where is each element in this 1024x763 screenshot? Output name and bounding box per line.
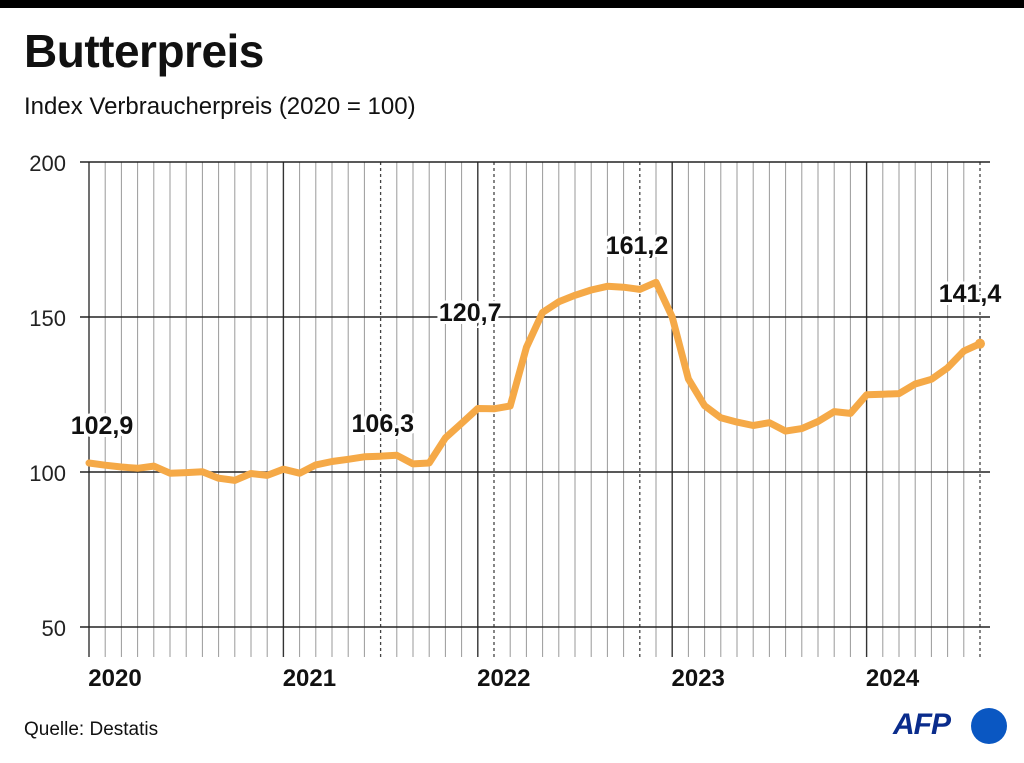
- data-label: 161,2: [606, 232, 669, 260]
- series-line-butterpreis: [85, 278, 984, 484]
- source-note: Quelle: Destatis: [24, 719, 159, 740]
- x-tick-label: 2024: [866, 665, 920, 692]
- chart-subtitle: Index Verbraucherpreis (2020 = 100): [24, 93, 416, 120]
- data-label: 141,4: [939, 280, 1002, 308]
- afp-logo: AFP: [893, 706, 1013, 748]
- y-tick-label: 200: [29, 151, 66, 176]
- y-tick-label: 150: [29, 306, 66, 331]
- data-label: 102,9: [71, 412, 134, 440]
- x-tick-label: 2023: [672, 665, 725, 692]
- y-tick-label: 100: [29, 461, 66, 486]
- top-rule: [0, 0, 1024, 8]
- afp-logo-circle-icon: [971, 708, 1007, 744]
- data-label: 106,3: [352, 410, 415, 438]
- line-chart: 50 100 150 200 2020 2021 2022 2023 2024 102,9 106,…: [29, 151, 1004, 692]
- chart-title: Butterpreis: [24, 25, 264, 77]
- x-tick-label: 2021: [283, 665, 336, 692]
- afp-logo-text: AFP: [893, 708, 951, 741]
- data-label: 120,7: [439, 299, 502, 327]
- y-tick-label: 50: [42, 616, 66, 641]
- x-tick-label: 2020: [88, 665, 141, 692]
- x-tick-label: 2022: [477, 665, 530, 692]
- series-end-point: [975, 338, 985, 349]
